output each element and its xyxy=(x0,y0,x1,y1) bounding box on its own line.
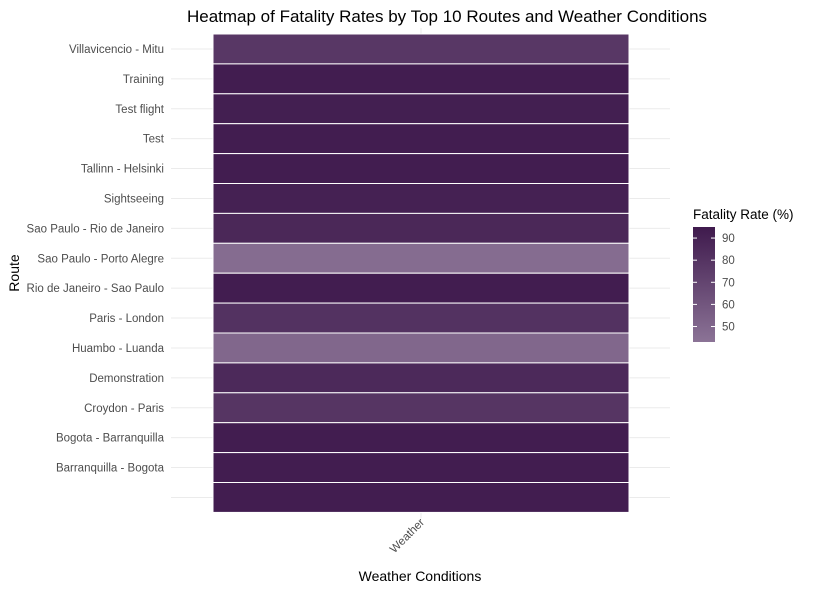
legend-title: Fatality Rate (%) xyxy=(693,207,794,222)
heatmap-cell xyxy=(212,153,630,185)
x-tick-label: Weather xyxy=(388,517,427,556)
heatmap-cell xyxy=(212,242,630,274)
y-tick-label: Sightseeing xyxy=(104,193,164,205)
heatmap-cell xyxy=(212,452,630,484)
heatmap-cell xyxy=(212,33,630,65)
y-tick-label: Villavicencio - Mitu xyxy=(69,44,164,56)
y-tick-label: Test xyxy=(143,134,165,146)
heatmap-cell xyxy=(212,422,630,454)
color-legend: Fatality Rate (%) 90 80 70 60 50 xyxy=(693,207,794,342)
heatmap-cell xyxy=(212,332,630,364)
heatmap-cell xyxy=(212,212,630,244)
legend-color-bar xyxy=(693,227,715,342)
legend-tick-label: 70 xyxy=(722,277,735,289)
heatmap-cell xyxy=(212,362,630,394)
heatmap-cell xyxy=(212,392,630,424)
y-tick-label: Demonstration xyxy=(89,373,164,385)
y-tick-label: Croydon - Paris xyxy=(84,403,164,415)
x-tick-labels: Weather xyxy=(388,517,427,556)
y-tick-label: Bogota - Barranquilla xyxy=(56,433,165,445)
chart-title: Heatmap of Fatality Rates by Top 10 Rout… xyxy=(187,7,707,26)
heatmap-cell xyxy=(212,93,630,125)
heatmap-cell xyxy=(212,183,630,214)
heatmap-cell xyxy=(212,302,630,334)
legend-ticks: 90 80 70 60 50 xyxy=(693,233,735,334)
legend-tick-label: 90 xyxy=(722,233,735,245)
y-tick-label: Paris - London xyxy=(89,313,164,325)
y-tick-label: Training xyxy=(123,74,164,86)
legend-tick-label: 80 xyxy=(722,255,735,267)
heatmap-cell xyxy=(212,482,630,513)
heatmap-cell xyxy=(212,63,630,95)
y-tick-label: Test flight xyxy=(115,104,164,116)
heatmap-cell xyxy=(212,272,630,304)
y-axis-title: Route xyxy=(6,254,22,292)
y-tick-label: Sao Paulo - Rio de Janeiro xyxy=(27,223,164,235)
heatmap-cell xyxy=(212,123,630,155)
y-tick-labels: Villavicencio - Mitu Training Test flight T… xyxy=(27,44,165,475)
y-tick-label: Barranquilla - Bogota xyxy=(56,463,165,475)
x-axis-title: Weather Conditions xyxy=(359,568,482,584)
y-tick-label: Huambo - Luanda xyxy=(72,343,165,355)
y-tick-label: Rio de Janeiro - Sao Paulo xyxy=(27,283,164,295)
heatmap-cells xyxy=(212,33,630,513)
y-tick-label: Tallinn - Helsinki xyxy=(81,164,164,176)
legend-tick-label: 60 xyxy=(722,299,735,311)
legend-tick-label: 50 xyxy=(722,322,735,334)
y-tick-label: Sao Paulo - Porto Alegre xyxy=(37,253,164,265)
